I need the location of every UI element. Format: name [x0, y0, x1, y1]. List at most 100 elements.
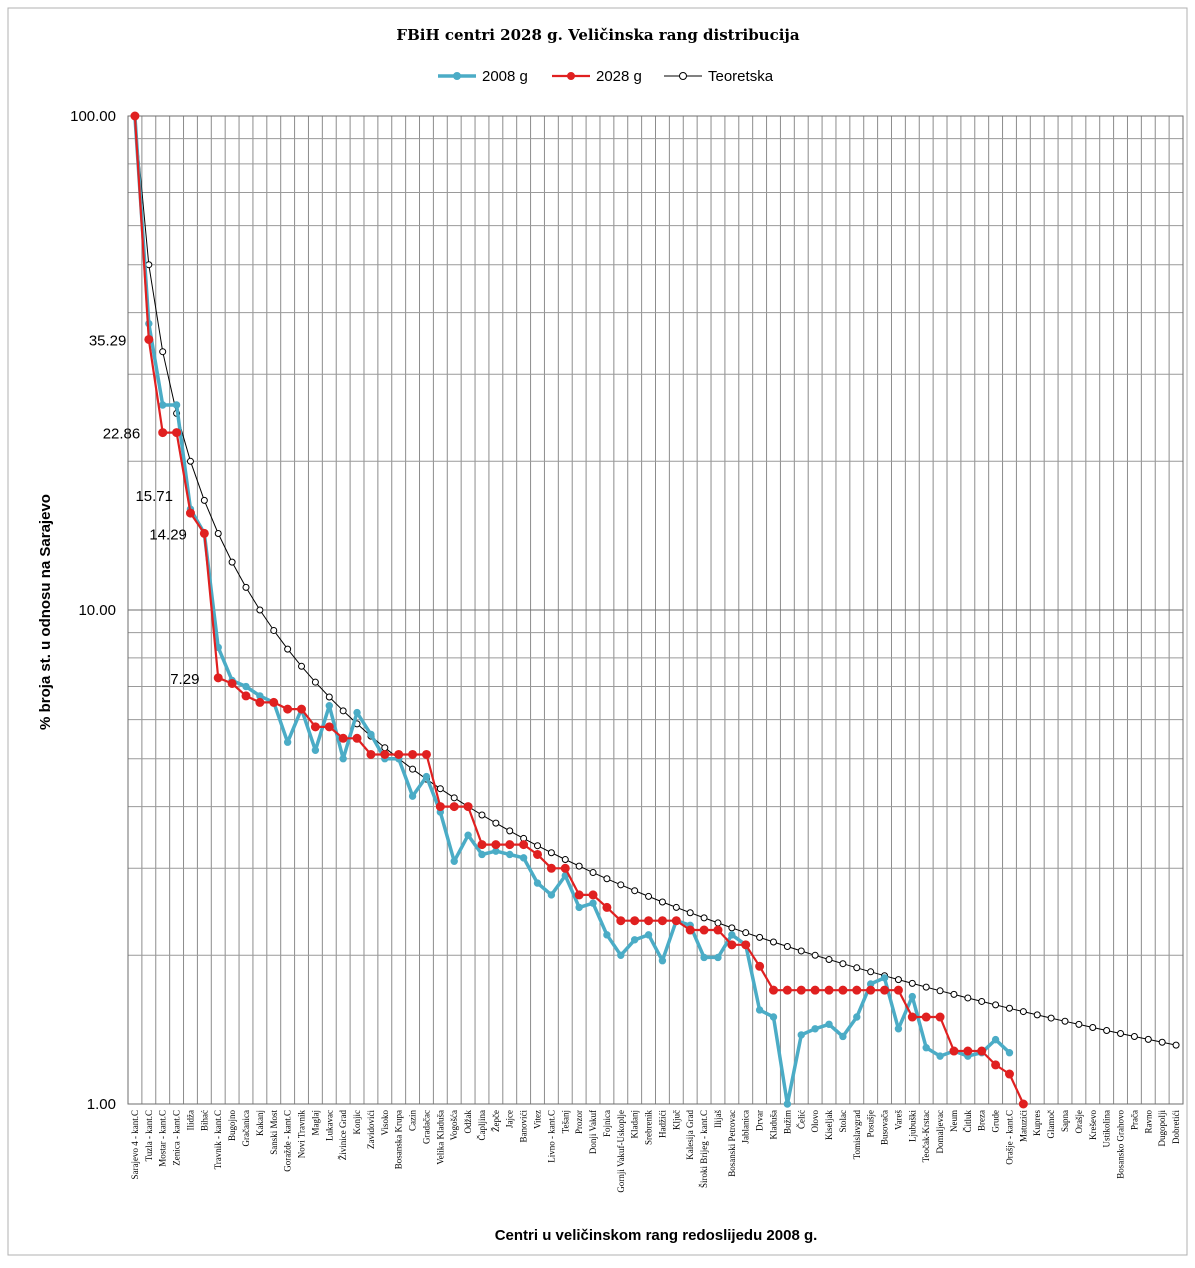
data-point	[311, 678, 319, 686]
data-point	[657, 916, 667, 926]
data-point	[617, 951, 625, 959]
data-point	[755, 961, 765, 971]
x-tick-label: Stolac	[838, 1110, 848, 1133]
x-tick-label: Čitluk	[963, 1110, 973, 1133]
data-point	[797, 947, 805, 955]
data-point	[213, 673, 223, 683]
data-point	[547, 891, 556, 899]
data-point	[144, 334, 154, 344]
x-tick-label: Mostar - kant.C	[158, 1110, 168, 1167]
data-point	[769, 938, 777, 946]
data-point	[824, 985, 834, 995]
data-point	[700, 914, 708, 922]
data-point	[422, 772, 431, 781]
data-point	[352, 733, 362, 743]
data-point	[811, 1025, 819, 1033]
x-tick-label: Čapljina	[477, 1110, 487, 1141]
data-point	[922, 983, 930, 991]
x-tick-label: Ljubuški	[907, 1110, 917, 1143]
data-point	[839, 960, 847, 968]
x-tick-label: Ilijaš	[713, 1110, 723, 1128]
data-point	[603, 931, 611, 939]
x-tick-label: Breza	[977, 1110, 987, 1131]
data-point	[1005, 1049, 1014, 1057]
x-tick-label: Travnik - kant.C	[213, 1110, 223, 1169]
data-point	[130, 111, 140, 121]
x-axis-ticks: Sarajevo 4 - kant.C Tuzla - kant.C Mostar …	[130, 1110, 1181, 1193]
data-point	[921, 1012, 931, 1022]
data-point	[435, 802, 445, 812]
data-point	[256, 606, 264, 614]
data-point	[783, 1100, 792, 1108]
data-point	[589, 899, 597, 907]
data-point	[782, 985, 792, 995]
data-point	[214, 529, 222, 537]
legend-label: 2008 g	[482, 68, 528, 85]
x-tick-label: Kiseljak	[824, 1110, 834, 1140]
x-tick-label: Velika Kladuša	[435, 1110, 445, 1165]
x-tick-label: Bosansko Grahovo	[1116, 1110, 1126, 1179]
x-tick-label: Prozor	[574, 1110, 584, 1134]
data-point	[421, 749, 431, 759]
x-tick-label: Sanski Most	[269, 1110, 279, 1155]
data-point	[714, 919, 722, 927]
data-point	[685, 925, 695, 935]
legend: 2008 g 2028 g Teoretska	[438, 68, 774, 85]
series-layer	[130, 111, 1180, 1109]
data-point	[1061, 1017, 1069, 1025]
data-point	[506, 827, 514, 835]
data-point	[1005, 1004, 1013, 1012]
data-point	[727, 940, 737, 950]
data-point	[533, 879, 542, 887]
x-tick-label: Vogošća	[449, 1110, 459, 1140]
data-label: 7.29	[170, 671, 199, 688]
data-point	[810, 985, 820, 995]
data-point	[825, 956, 833, 964]
x-tick-label: Busovača	[880, 1110, 890, 1145]
x-tick-label: Kladuša	[768, 1110, 778, 1140]
x-tick-label: Livno - kant.C	[546, 1110, 556, 1163]
data-point	[519, 854, 528, 862]
data-point	[1018, 1099, 1028, 1109]
data-point	[381, 744, 389, 752]
data-point	[588, 890, 598, 900]
x-tick-label: Gračanica	[241, 1110, 251, 1146]
x-tick-label: Goražde - kant.C	[283, 1110, 293, 1172]
x-tick-label: Kakanj	[255, 1110, 265, 1136]
x-tick-label: Bužim	[782, 1110, 792, 1134]
x-tick-label: Glamoč	[1046, 1110, 1056, 1139]
data-point	[1089, 1023, 1097, 1031]
y-tick-label: 10.00	[78, 602, 116, 619]
data-point	[1033, 1011, 1041, 1019]
data-point	[644, 916, 654, 926]
x-tick-label: Visoko	[380, 1110, 390, 1136]
data-point	[1075, 1020, 1083, 1028]
data-point	[825, 1020, 833, 1028]
annotations: 35.29 22.86 15.71 14.29 7.29	[89, 332, 200, 687]
data-point	[936, 1052, 944, 1060]
data-point	[963, 1046, 973, 1056]
data-point	[464, 831, 472, 839]
data-point	[589, 869, 597, 877]
data-point	[838, 985, 848, 995]
data-point	[408, 749, 418, 759]
x-tick-label: Srebrenik	[644, 1110, 654, 1145]
x-tick-label: Novi Travnik	[297, 1110, 307, 1159]
data-point	[408, 792, 417, 800]
data-point	[936, 987, 944, 995]
x-tick-label: Tešanj	[560, 1110, 570, 1133]
data-label: 35.29	[89, 332, 127, 349]
data-point	[672, 903, 680, 911]
data-point	[797, 1031, 805, 1039]
x-tick-label: Jajce	[505, 1110, 515, 1128]
data-point	[450, 857, 458, 865]
x-tick-label: Maglaj	[310, 1110, 320, 1136]
data-point	[310, 722, 320, 732]
data-point	[714, 953, 722, 962]
x-tick-label: Olovo	[810, 1110, 820, 1133]
data-label: 22.86	[103, 426, 141, 443]
data-label: 14.29	[149, 526, 187, 543]
data-point	[603, 875, 611, 883]
data-point	[894, 976, 902, 984]
data-point	[227, 678, 237, 688]
